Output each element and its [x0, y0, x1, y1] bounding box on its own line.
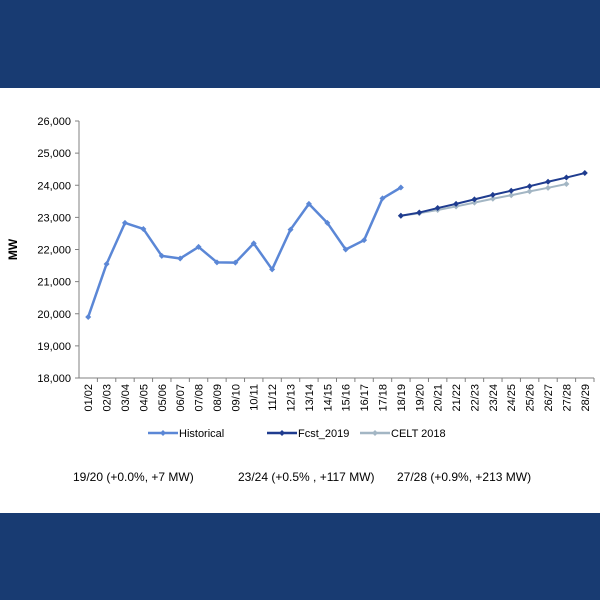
x-tick-label: 26/27 — [543, 384, 555, 412]
data-point-celt-2018 — [471, 199, 478, 206]
data-point-historical — [324, 219, 331, 226]
data-point-historical — [121, 219, 128, 226]
data-point-historical — [379, 195, 386, 202]
x-tick-label: 07/08 — [194, 384, 206, 412]
data-point-celt-2018 — [508, 192, 515, 199]
data-point-historical — [158, 252, 165, 259]
data-point-historical — [287, 226, 294, 233]
x-tick-label: 21/22 — [451, 384, 463, 412]
x-tick-label: 28/29 — [580, 384, 592, 412]
x-tick-label: 12/13 — [286, 384, 298, 412]
x-tick-label: 05/06 — [157, 384, 169, 412]
x-tick-label: 19/20 — [414, 384, 426, 412]
data-point-celt-2018 — [545, 184, 552, 191]
data-point-fcst-2019 — [471, 196, 478, 203]
x-tick-label: 23/24 — [488, 384, 500, 412]
data-point-historical — [232, 259, 239, 266]
y-tick-label: 19,000 — [37, 341, 71, 353]
y-tick-label: 18,000 — [37, 373, 71, 385]
x-tick-label: 14/15 — [322, 384, 334, 412]
data-point-historical — [397, 184, 404, 191]
legend-marker-celt-2018 — [372, 430, 378, 436]
data-point-historical — [140, 225, 147, 232]
legend-item-fcst-2019: Fcst_2019 — [267, 428, 349, 440]
x-tick-label: 02/03 — [102, 384, 114, 412]
y-tick-labels: 18,000 19,000 20,000 21,000 22,000 23,000 24,0… — [37, 116, 71, 385]
series-historical — [85, 184, 404, 320]
data-point-historical — [250, 240, 257, 247]
y-tick-label: 26,000 — [37, 116, 71, 128]
x-tick-label: 16/17 — [359, 384, 371, 412]
x-tick-label: 10/11 — [249, 384, 261, 411]
data-point-fcst-2019 — [397, 212, 404, 219]
x-tick-label: 25/26 — [525, 384, 537, 412]
data-point-fcst-2019 — [581, 170, 588, 177]
chart-panel — [0, 88, 600, 513]
x-tick-label: 15/16 — [341, 384, 353, 412]
legend-marker-fcst-2019 — [279, 430, 285, 436]
data-point-celt-2018 — [489, 195, 496, 202]
chart-axes — [75, 120, 595, 382]
data-point-historical — [213, 259, 220, 266]
x-tick-label: 27/28 — [561, 384, 573, 412]
data-point-historical — [177, 255, 184, 262]
x-tick-label: 04/05 — [138, 384, 150, 412]
data-point-historical — [342, 246, 349, 253]
x-tick-labels: 01/02 02/03 03/04 04/05 05/06 06/07 07/08 08/09… — [83, 384, 592, 412]
x-tick-label: 09/10 — [230, 384, 242, 412]
data-point-fcst-2019 — [545, 178, 552, 185]
legend-label-fcst-2019: Fcst_2019 — [298, 428, 349, 440]
chart-series — [85, 170, 588, 320]
x-tick-label: 06/07 — [175, 384, 187, 412]
legend-item-historical: Historical — [148, 428, 224, 440]
data-point-historical — [195, 243, 202, 250]
data-point-celt-2018 — [526, 188, 533, 195]
note-23-24: 23/24 (+0.5% , +117 MW) — [238, 470, 375, 484]
forecast-notes: 19/20 (+0.0%, +7 MW) 23/24 (+0.5% , +117… — [0, 470, 600, 494]
series-celt-2018 — [397, 180, 570, 219]
data-point-fcst-2019 — [508, 187, 515, 194]
x-tick-label: 03/04 — [120, 384, 132, 412]
data-point-fcst-2019 — [489, 191, 496, 198]
y-tick-label: 23,000 — [37, 212, 71, 224]
legend-label-celt-2018: CELT 2018 — [391, 428, 446, 440]
legend-item-celt-2018: CELT 2018 — [360, 428, 446, 440]
data-point-historical — [305, 200, 312, 207]
chart-legend: Historical Fcst_2019 CELT 2018 — [148, 428, 446, 440]
note-27-28: 27/28 (+0.9%, +213 MW) — [397, 470, 532, 484]
y-axis-label: MW — [6, 238, 20, 260]
data-point-celt-2018 — [563, 180, 570, 187]
series-line-historical — [87, 186, 402, 318]
data-point-fcst-2019 — [434, 205, 441, 212]
data-point-fcst-2019 — [416, 209, 423, 216]
y-tick-label: 25,000 — [37, 148, 71, 160]
y-tick-label: 24,000 — [37, 180, 71, 192]
note-19-20: 19/20 (+0.0%, +7 MW) — [73, 470, 194, 484]
y-tick-label: 22,000 — [37, 245, 71, 257]
series-fcst-2019 — [397, 170, 588, 219]
data-point-historical — [361, 237, 368, 244]
x-tick-label: 20/21 — [433, 384, 445, 412]
data-point-fcst-2019 — [526, 183, 533, 190]
series-line-celt-2018 — [400, 182, 567, 217]
legend-label-historical: Historical — [179, 428, 224, 440]
x-tick-label: 08/09 — [212, 384, 224, 412]
y-tick-label: 21,000 — [37, 277, 71, 289]
data-point-historical — [269, 266, 276, 273]
data-point-historical — [103, 260, 110, 267]
x-tick-label: 01/02 — [83, 384, 95, 412]
legend-marker-historical — [160, 430, 166, 436]
x-tick-label: 11/12 — [267, 384, 279, 411]
data-point-fcst-2019 — [453, 200, 460, 207]
data-point-historical — [85, 313, 92, 320]
x-tick-label: 13/14 — [304, 384, 316, 412]
x-tick-label: 18/19 — [396, 384, 408, 412]
x-tick-label: 22/23 — [469, 384, 481, 412]
data-point-fcst-2019 — [563, 174, 570, 181]
x-tick-label: 24/25 — [506, 384, 518, 412]
y-tick-label: 20,000 — [37, 309, 71, 321]
x-tick-label: 17/18 — [377, 384, 389, 412]
